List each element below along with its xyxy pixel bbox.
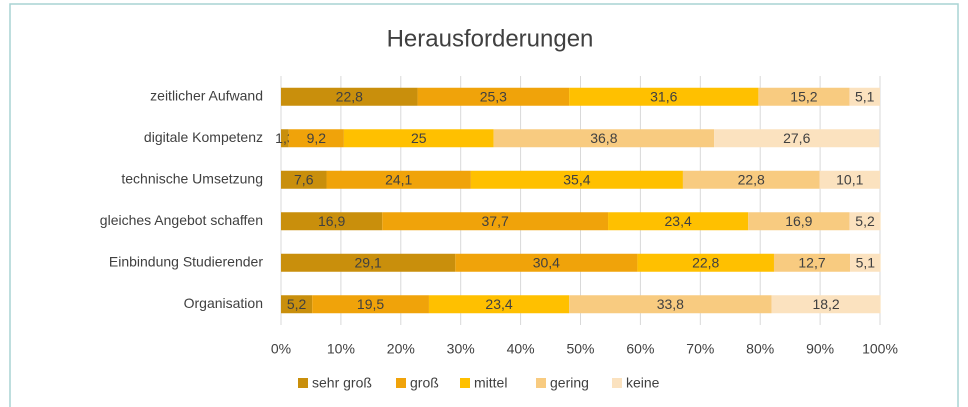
data-label: 29,1 [355, 254, 382, 270]
legend-swatch [460, 378, 470, 388]
data-label: 27,6 [783, 130, 810, 146]
bar-segment [608, 212, 749, 231]
data-label: 30,4 [533, 254, 560, 270]
bar-segment [771, 295, 881, 314]
bar-segment [281, 87, 418, 106]
frame [9, 3, 959, 407]
data-label: 24,1 [385, 171, 412, 187]
bar-segment [470, 170, 683, 189]
data-label: 5,1 [856, 254, 876, 270]
bar-segment [455, 253, 638, 272]
x-tick-label: 30% [447, 341, 475, 357]
bar-segment [569, 295, 772, 314]
data-label: 10,1 [836, 171, 863, 187]
data-label: 25,3 [480, 88, 507, 104]
bar-segment [569, 87, 759, 106]
bar-segment [281, 212, 383, 231]
legend-swatch [298, 378, 308, 388]
x-tick-label: 50% [566, 341, 594, 357]
x-tick-label: 100% [862, 341, 898, 357]
data-label: 5,1 [855, 88, 875, 104]
data-label: 33,8 [657, 296, 684, 312]
bar-segment [748, 212, 850, 231]
data-label: 9,2 [307, 130, 327, 146]
legend-swatch [612, 378, 622, 388]
bar-segment [637, 253, 774, 272]
bar-segment [849, 212, 881, 231]
data-label: 22,8 [692, 254, 719, 270]
data-label: 36,8 [590, 130, 617, 146]
bar-segment [493, 129, 715, 148]
legend-label: groß [410, 375, 439, 391]
bar-segment [281, 295, 313, 314]
data-label: 22,8 [738, 171, 765, 187]
legend-label: sehr groß [312, 375, 372, 391]
data-label: 37,7 [482, 213, 509, 229]
y-tick-label: gleiches Angebot schaffen [100, 212, 263, 228]
data-label: 35,4 [563, 171, 590, 187]
x-tick-label: 0% [271, 341, 291, 357]
x-tick-label: 10% [327, 341, 355, 357]
bar-segment [326, 170, 471, 189]
data-label: 16,9 [785, 213, 812, 229]
legend-swatch [396, 378, 406, 388]
data-label: 22,8 [336, 88, 363, 104]
legend-swatch [536, 378, 546, 388]
bar-segment [714, 129, 880, 148]
y-tick-label: zeitlicher Aufwand [150, 87, 263, 103]
data-label: 18,2 [812, 296, 839, 312]
bar-segment [382, 212, 609, 231]
bar-segment [417, 87, 570, 106]
data-label: 23,4 [665, 213, 692, 229]
legend-label: mittel [474, 375, 507, 391]
x-tick-label: 60% [626, 341, 654, 357]
x-tick-label: 80% [746, 341, 774, 357]
legend-label: gering [550, 375, 589, 391]
y-tick-label: digitale Kompetenz [144, 129, 263, 145]
bar-segment [312, 295, 429, 314]
x-tick-label: 20% [387, 341, 415, 357]
y-tick-label: Organisation [184, 295, 263, 311]
bar-segment [281, 253, 456, 272]
data-label: 15,2 [790, 88, 817, 104]
bar-segment [343, 129, 494, 148]
bar-segment [281, 170, 327, 189]
data-label: 19,5 [357, 296, 384, 312]
y-tick-label: Einbindung Studierender [109, 253, 263, 269]
bar-segment [850, 253, 881, 272]
y-tick-label: technische Umsetzung [121, 170, 263, 186]
bar-segment [288, 129, 344, 148]
x-tick-label: 90% [806, 341, 834, 357]
bar-segment [819, 170, 880, 189]
legend-label: keine [626, 375, 660, 391]
data-label: 25 [411, 130, 427, 146]
data-label: 7,6 [294, 171, 314, 187]
bar-segment [428, 295, 570, 314]
data-label: 12,7 [798, 254, 825, 270]
bar-segment [758, 87, 850, 106]
data-label: 23,4 [485, 296, 512, 312]
bar-segment [773, 253, 851, 272]
chart-title: Herausforderungen [387, 25, 594, 52]
bar-segment [281, 129, 289, 148]
x-tick-label: 40% [507, 341, 535, 357]
bar-segment [849, 87, 880, 106]
data-label: 16,9 [318, 213, 345, 229]
data-label: 31,6 [650, 88, 677, 104]
x-tick-label: 70% [686, 341, 714, 357]
data-label: 5,2 [855, 213, 875, 229]
bar-segment [682, 170, 820, 189]
data-label: 5,2 [287, 296, 307, 312]
